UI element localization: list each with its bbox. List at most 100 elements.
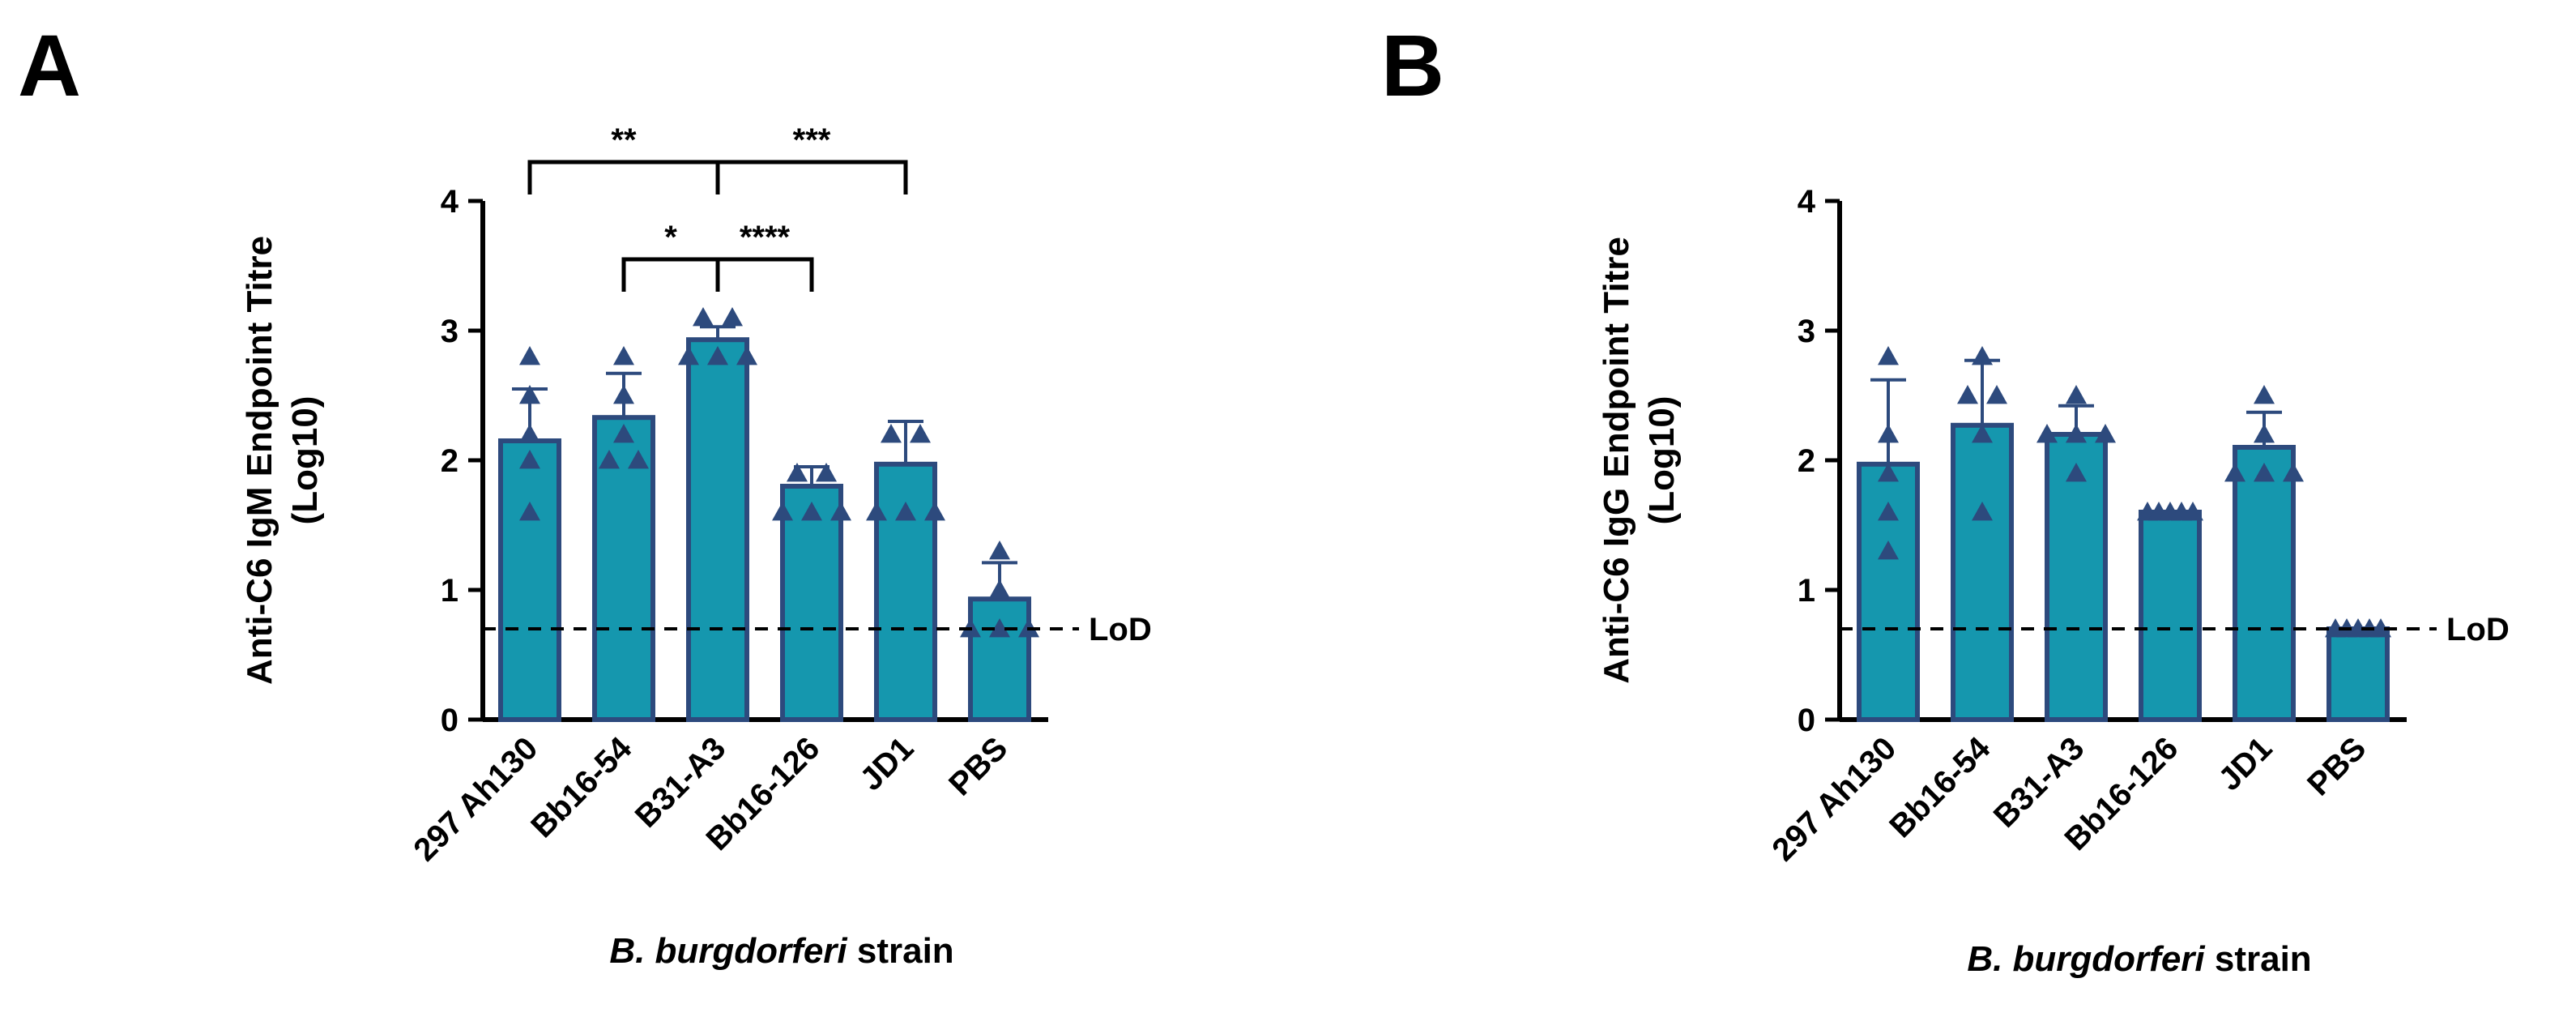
data-point bbox=[519, 424, 540, 443]
data-point bbox=[2066, 463, 2087, 482]
data-point bbox=[881, 424, 902, 443]
data-point bbox=[801, 502, 822, 521]
data-point bbox=[2224, 463, 2245, 482]
data-point bbox=[736, 346, 757, 365]
bar bbox=[968, 596, 1031, 723]
data-point bbox=[613, 346, 634, 365]
y-tick-label: 2 bbox=[441, 443, 458, 479]
panel-letter: A bbox=[18, 16, 81, 114]
x-axis-label-rest: strain bbox=[847, 931, 954, 971]
data-point bbox=[910, 424, 931, 443]
data-point bbox=[613, 424, 634, 443]
data-point bbox=[519, 502, 540, 521]
bar-group bbox=[2137, 502, 2203, 722]
bar-group bbox=[678, 307, 757, 722]
bar-group bbox=[866, 420, 945, 722]
data-point bbox=[2254, 424, 2275, 443]
y-tick-label: 2 bbox=[1798, 443, 1815, 479]
data-point bbox=[830, 502, 851, 521]
y-tick-label: 4 bbox=[1798, 184, 1816, 220]
data-point bbox=[895, 502, 916, 521]
data-point bbox=[866, 502, 887, 521]
y-axis-label-line2: (Log10) bbox=[1642, 396, 1682, 525]
data-point bbox=[2036, 424, 2058, 443]
bar bbox=[498, 438, 561, 722]
data-point bbox=[989, 618, 1010, 638]
data-point bbox=[519, 346, 540, 365]
data-point bbox=[1986, 385, 2007, 404]
bar bbox=[2233, 445, 2296, 722]
y-tick-label: 0 bbox=[1798, 703, 1815, 738]
bar-group bbox=[2325, 618, 2391, 722]
data-point bbox=[707, 346, 728, 365]
data-point bbox=[989, 579, 1010, 599]
bar-group bbox=[2036, 385, 2116, 722]
bar-group bbox=[592, 346, 655, 722]
lod-label: LoD bbox=[1089, 612, 1152, 647]
data-point bbox=[1878, 463, 1899, 482]
data-point bbox=[2370, 618, 2391, 638]
y-axis-label-line1: Anti-C6 IgM Endpoint Titre bbox=[240, 236, 279, 685]
bracket-line bbox=[715, 257, 814, 292]
significance-label: ** bbox=[611, 122, 637, 158]
data-point bbox=[2066, 385, 2087, 404]
y-axis-label: Anti-C6 IgG Endpoint Titre (Log10) bbox=[1597, 237, 1682, 684]
data-point bbox=[924, 502, 945, 521]
data-point bbox=[1878, 346, 1899, 365]
bar bbox=[2139, 510, 2202, 722]
data-point bbox=[1878, 502, 1899, 521]
data-point bbox=[1957, 385, 1978, 404]
data-point bbox=[1972, 502, 1993, 521]
data-point bbox=[2254, 385, 2275, 404]
data-point bbox=[722, 307, 743, 327]
x-axis-label: B. burgdorferi strain bbox=[1967, 939, 2311, 979]
bar bbox=[780, 484, 843, 722]
bar-group bbox=[2224, 385, 2304, 722]
bar-group bbox=[1857, 346, 1920, 722]
bar bbox=[686, 337, 749, 722]
data-point bbox=[787, 463, 808, 482]
y-tick-label: 3 bbox=[1798, 314, 1815, 349]
data-point bbox=[693, 307, 714, 327]
bar bbox=[1951, 422, 2014, 722]
data-point bbox=[2066, 424, 2087, 443]
data-point bbox=[1878, 541, 1899, 560]
data-point bbox=[2254, 463, 2275, 482]
bar-group bbox=[498, 346, 561, 722]
data-point bbox=[519, 450, 540, 469]
bar bbox=[2045, 432, 2108, 722]
bar-group bbox=[1951, 346, 2014, 722]
x-axis-label: B. burgdorferi strain bbox=[609, 931, 953, 971]
data-point bbox=[772, 502, 793, 521]
data-point bbox=[519, 385, 540, 404]
y-tick-label: 0 bbox=[441, 703, 458, 738]
data-point bbox=[2182, 502, 2203, 521]
data-point bbox=[2095, 424, 2116, 443]
y-tick-label: 3 bbox=[441, 314, 458, 349]
bracket-line bbox=[715, 160, 908, 194]
data-point bbox=[989, 541, 1010, 560]
significance-label: * bbox=[664, 220, 677, 255]
y-axis-label-line2: (Log10) bbox=[285, 396, 325, 525]
y-axis-label-line1: Anti-C6 IgG Endpoint Titre bbox=[1597, 237, 1636, 684]
x-axis-label-rest: strain bbox=[2205, 939, 2312, 979]
data-point bbox=[678, 346, 699, 365]
x-axis-label-italic: B. burgdorferi bbox=[1967, 939, 2205, 979]
y-tick-label: 1 bbox=[1798, 573, 1815, 609]
data-point bbox=[2283, 463, 2304, 482]
data-point bbox=[1972, 346, 1993, 365]
data-point bbox=[816, 463, 837, 482]
significance-bracket: **** bbox=[715, 220, 814, 292]
data-point bbox=[1878, 424, 1899, 443]
data-point bbox=[1972, 424, 1993, 443]
data-point bbox=[628, 450, 649, 469]
significance-label: **** bbox=[740, 220, 791, 255]
bar bbox=[2327, 626, 2390, 722]
panel-letter: B bbox=[1381, 16, 1444, 114]
significance-label: *** bbox=[793, 122, 831, 158]
lod-label: LoD bbox=[2446, 612, 2510, 647]
y-tick-label: 1 bbox=[441, 573, 458, 609]
bar bbox=[874, 461, 937, 722]
x-axis-label-italic: B. burgdorferi bbox=[609, 931, 847, 971]
